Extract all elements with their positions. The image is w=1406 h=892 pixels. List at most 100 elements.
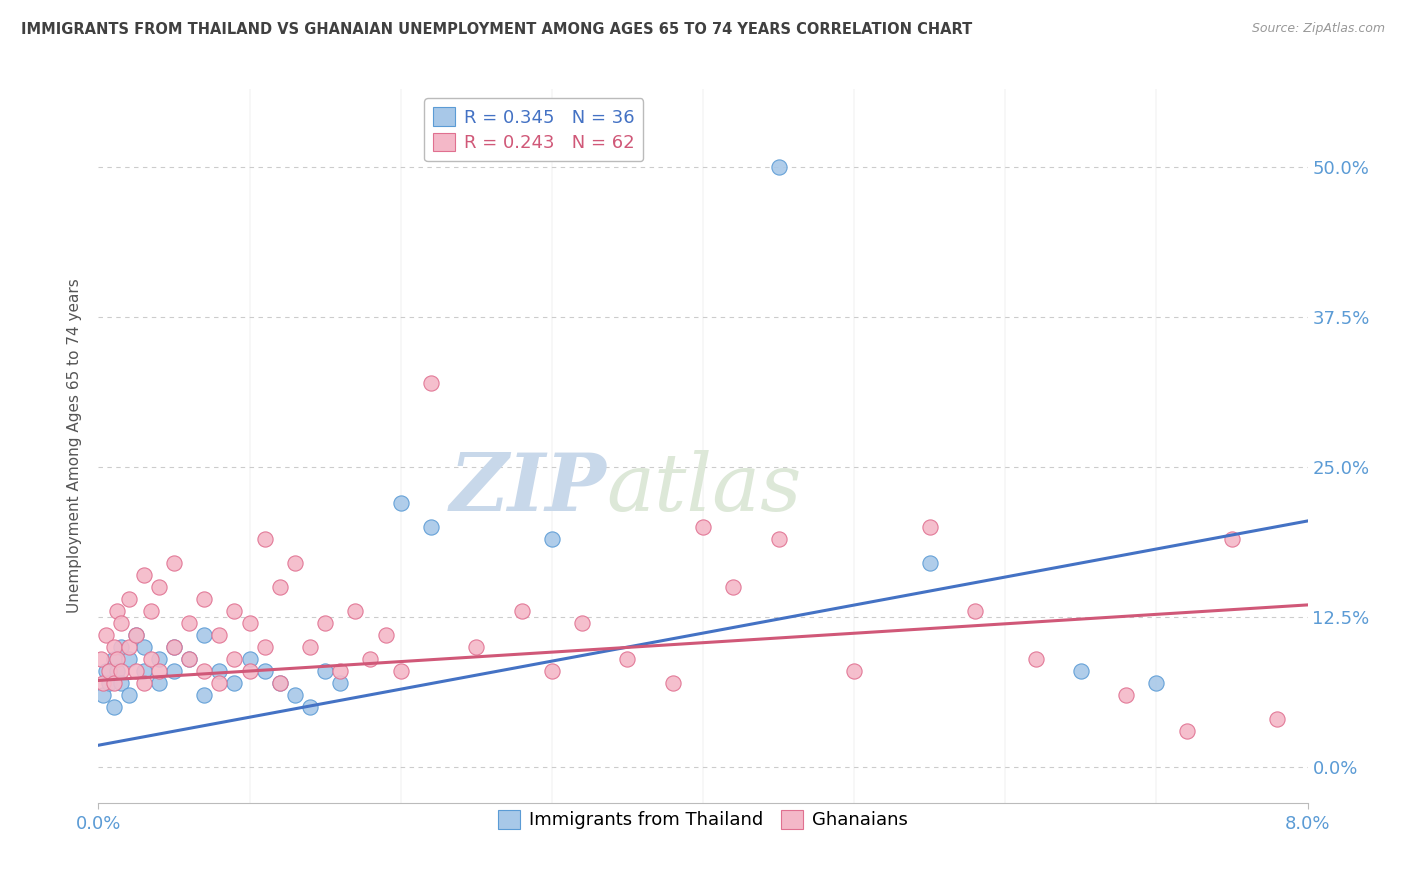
- Point: [110, 676, 132, 690]
- Point: [125, 664, 148, 678]
- Point: [148, 676, 170, 690]
- Point: [103, 699, 125, 714]
- Point: [118, 652, 141, 666]
- Point: [1175, 723, 1198, 738]
- Point: [314, 664, 336, 678]
- Point: [90, 652, 112, 666]
- Point: [110, 664, 132, 678]
- Point: [103, 640, 125, 654]
- Point: [118, 591, 141, 606]
- Point: [105, 664, 128, 678]
- Point: [94, 628, 117, 642]
- Point: [389, 664, 412, 678]
- Point: [163, 640, 186, 654]
- Point: [118, 688, 141, 702]
- Point: [239, 664, 262, 678]
- Point: [768, 160, 790, 174]
- Y-axis label: Unemployment Among Ages 65 to 74 years: Unemployment Among Ages 65 to 74 years: [67, 278, 83, 614]
- Point: [208, 676, 231, 690]
- Point: [389, 496, 412, 510]
- Point: [179, 652, 201, 666]
- Point: [299, 699, 322, 714]
- Point: [148, 652, 170, 666]
- Point: [571, 615, 593, 630]
- Point: [284, 556, 307, 570]
- Point: [661, 676, 683, 690]
- Point: [465, 640, 488, 654]
- Point: [208, 664, 231, 678]
- Point: [110, 640, 132, 654]
- Point: [193, 628, 215, 642]
- Point: [768, 532, 790, 546]
- Point: [110, 615, 132, 630]
- Point: [141, 652, 163, 666]
- Point: [314, 615, 336, 630]
- Point: [510, 604, 533, 618]
- Point: [193, 664, 215, 678]
- Point: [132, 664, 155, 678]
- Point: [965, 604, 987, 618]
- Point: [329, 664, 352, 678]
- Point: [148, 664, 170, 678]
- Point: [179, 652, 201, 666]
- Point: [148, 580, 170, 594]
- Point: [692, 520, 714, 534]
- Point: [253, 664, 276, 678]
- Point: [1146, 676, 1168, 690]
- Point: [125, 628, 148, 642]
- Point: [1267, 712, 1289, 726]
- Point: [269, 580, 291, 594]
- Point: [91, 688, 114, 702]
- Point: [269, 676, 291, 690]
- Point: [208, 628, 231, 642]
- Point: [299, 640, 322, 654]
- Point: [253, 640, 276, 654]
- Point: [105, 604, 128, 618]
- Point: [360, 652, 382, 666]
- Point: [420, 376, 443, 390]
- Point: [269, 676, 291, 690]
- Point: [193, 688, 215, 702]
- Point: [224, 676, 246, 690]
- Point: [179, 615, 201, 630]
- Point: [141, 604, 163, 618]
- Point: [105, 652, 128, 666]
- Point: [118, 640, 141, 654]
- Point: [193, 591, 215, 606]
- Point: [284, 688, 307, 702]
- Point: [132, 676, 155, 690]
- Point: [239, 615, 262, 630]
- Point: [132, 568, 155, 582]
- Text: atlas: atlas: [606, 450, 801, 527]
- Point: [163, 556, 186, 570]
- Point: [98, 676, 121, 690]
- Point: [374, 628, 396, 642]
- Point: [91, 676, 114, 690]
- Point: [103, 652, 125, 666]
- Point: [844, 664, 866, 678]
- Point: [1220, 532, 1243, 546]
- Point: [918, 556, 941, 570]
- Point: [224, 652, 246, 666]
- Point: [253, 532, 276, 546]
- Point: [1070, 664, 1092, 678]
- Point: [540, 664, 562, 678]
- Point: [94, 664, 117, 678]
- Text: ZIP: ZIP: [450, 450, 606, 527]
- Point: [103, 676, 125, 690]
- Point: [224, 604, 246, 618]
- Point: [163, 664, 186, 678]
- Point: [329, 676, 352, 690]
- Point: [540, 532, 562, 546]
- Text: Source: ZipAtlas.com: Source: ZipAtlas.com: [1251, 22, 1385, 36]
- Point: [723, 580, 745, 594]
- Point: [125, 628, 148, 642]
- Point: [239, 652, 262, 666]
- Text: IMMIGRANTS FROM THAILAND VS GHANAIAN UNEMPLOYMENT AMONG AGES 65 TO 74 YEARS CORR: IMMIGRANTS FROM THAILAND VS GHANAIAN UNE…: [21, 22, 973, 37]
- Point: [420, 520, 443, 534]
- Point: [344, 604, 367, 618]
- Point: [1025, 652, 1047, 666]
- Point: [616, 652, 638, 666]
- Point: [132, 640, 155, 654]
- Legend: Immigrants from Thailand, Ghanaians: Immigrants from Thailand, Ghanaians: [491, 803, 915, 837]
